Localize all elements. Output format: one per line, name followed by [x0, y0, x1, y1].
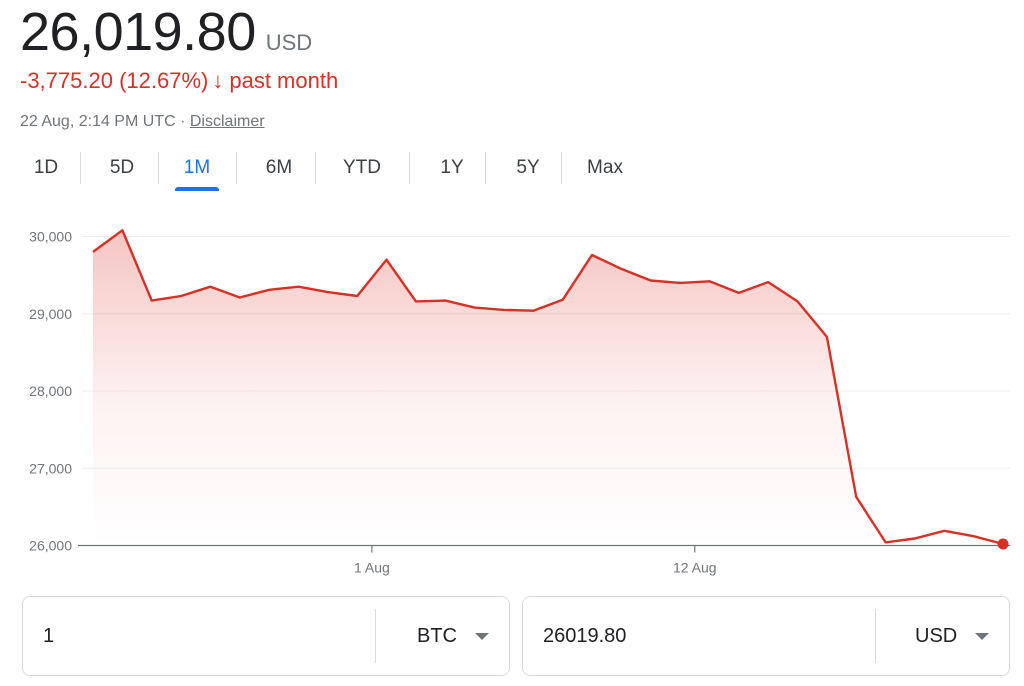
tab-1y[interactable]: 1Y [440, 157, 464, 178]
from-currency-box: 1 BTC [22, 596, 510, 676]
price-currency: USD [265, 30, 313, 55]
box-divider [375, 609, 376, 663]
x-tick-label: 1 Aug [354, 560, 390, 576]
dropdown-caret-icon [975, 632, 990, 640]
x-axis: 1 Aug 12 Aug [354, 545, 717, 576]
to-currency-select[interactable]: USD [915, 597, 990, 675]
tab-ytd[interactable]: YTD [343, 157, 381, 178]
to-currency-box: 26019.80 USD [522, 596, 1010, 676]
tab-divider [315, 152, 316, 184]
tab-max[interactable]: Max [587, 157, 623, 178]
chart-points [997, 538, 1009, 550]
y-tick-label: 27,000 [29, 460, 72, 476]
chart-area-fill [93, 230, 1003, 546]
price-change: -3,775.20 (12.67%) ↓ past month [20, 68, 338, 94]
y-axis: 30,000 29,000 28,000 27,000 26,000 [29, 229, 72, 554]
timestamp-line: 22 Aug, 2:14 PM UTC · Disclaimer [20, 113, 265, 131]
tab-divider [158, 152, 159, 184]
tab-divider [409, 152, 410, 184]
tab-divider [80, 152, 81, 184]
from-amount-input[interactable]: 1 [43, 624, 55, 647]
price-header: 26,019.80 USD [20, 2, 312, 62]
to-amount-input[interactable]: 26019.80 [543, 624, 627, 647]
tab-5d[interactable]: 5D [109, 157, 135, 178]
y-tick-label: 26,000 [29, 538, 72, 554]
change-amount: -3,775.20 (12.67%) [20, 68, 209, 93]
tab-1m[interactable]: 1M [175, 148, 219, 191]
current-price: 26,019.80 [20, 2, 256, 62]
tab-divider [561, 152, 562, 184]
disclaimer-link[interactable]: Disclaimer [189, 113, 265, 130]
current-price-marker [997, 538, 1009, 550]
tab-6m[interactable]: 6M [265, 157, 293, 178]
timestamp: 22 Aug, 2:14 PM UTC [20, 113, 176, 130]
separator-dot: · [180, 113, 186, 130]
from-currency-label: BTC [417, 624, 457, 647]
from-currency-select[interactable]: BTC [417, 597, 489, 675]
tab-1d[interactable]: 1D [33, 157, 59, 178]
y-tick-label: 28,000 [29, 383, 72, 399]
dropdown-caret-icon [475, 632, 489, 640]
tab-divider [236, 152, 237, 184]
tab-divider [485, 152, 486, 184]
change-period: past month [229, 68, 339, 93]
box-divider [875, 609, 876, 663]
x-tick-label: 12 Aug [673, 560, 717, 576]
to-currency-label: USD [915, 624, 958, 647]
y-tick-label: 30,000 [29, 229, 72, 245]
price-line [92, 229, 1004, 546]
arrow-down-icon: ↓ [212, 68, 224, 93]
price-chart[interactable]: 30,000 29,000 28,000 27,000 26,000 1 Aug 12 A… [0, 200, 1024, 585]
tab-5y[interactable]: 5Y [516, 157, 540, 178]
y-tick-label: 29,000 [29, 306, 72, 322]
